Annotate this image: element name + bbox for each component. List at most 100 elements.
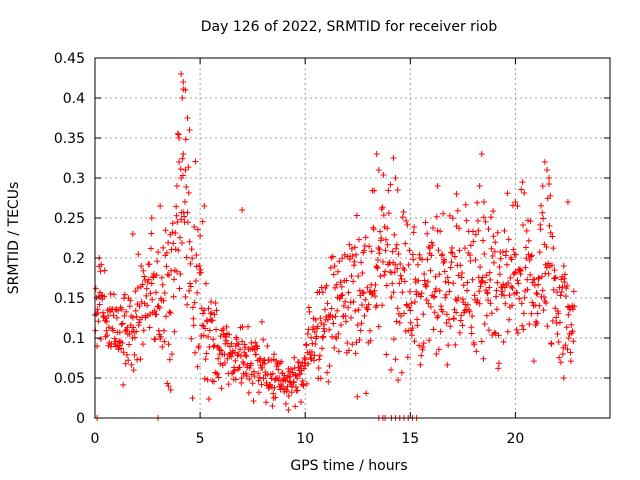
data-point xyxy=(508,256,515,263)
data-point xyxy=(243,372,250,379)
data-point xyxy=(316,356,323,363)
data-point xyxy=(147,311,154,318)
data-point xyxy=(548,262,555,269)
data-point xyxy=(232,357,239,364)
data-point xyxy=(94,310,101,317)
data-point xyxy=(538,273,545,280)
data-point xyxy=(292,372,299,379)
data-point xyxy=(380,171,387,178)
data-point xyxy=(358,320,365,327)
data-point xyxy=(430,225,437,232)
data-point xyxy=(161,290,168,297)
data-point xyxy=(258,381,265,388)
data-point xyxy=(203,350,210,357)
data-point xyxy=(337,321,344,328)
data-point xyxy=(490,208,497,215)
data-point xyxy=(162,227,169,234)
data-point xyxy=(544,323,551,330)
data-point xyxy=(373,151,380,157)
data-point xyxy=(342,312,349,319)
data-point xyxy=(352,307,359,314)
data-point xyxy=(539,209,546,216)
data-point xyxy=(268,357,275,364)
data-point xyxy=(504,328,511,335)
data-point xyxy=(507,274,514,281)
data-point xyxy=(382,247,389,254)
data-point xyxy=(374,265,381,272)
data-point xyxy=(205,396,212,403)
data-point xyxy=(470,238,477,245)
data-point xyxy=(558,288,565,295)
data-point xyxy=(193,252,200,259)
data-point xyxy=(148,280,155,287)
data-point xyxy=(519,222,526,229)
data-point xyxy=(174,130,181,137)
data-point xyxy=(331,344,338,351)
data-point xyxy=(349,253,356,260)
data-point xyxy=(189,255,196,262)
data-point xyxy=(184,301,191,308)
data-point xyxy=(491,248,498,255)
data-point xyxy=(379,204,386,211)
data-point xyxy=(195,343,202,350)
data-point xyxy=(552,274,559,281)
data-point xyxy=(345,347,352,354)
data-point xyxy=(188,246,195,253)
data-point xyxy=(403,217,410,224)
data-point xyxy=(408,300,415,307)
data-point xyxy=(194,289,201,296)
data-point xyxy=(110,291,117,298)
data-point xyxy=(389,248,396,255)
data-point xyxy=(199,218,206,225)
data-point xyxy=(195,226,201,233)
data-point xyxy=(172,229,179,236)
data-point xyxy=(147,290,154,297)
data-point xyxy=(178,216,185,223)
data-point xyxy=(478,151,485,157)
data-point xyxy=(404,221,411,228)
data-point xyxy=(537,226,544,233)
data-point xyxy=(308,356,315,363)
data-point xyxy=(467,258,474,265)
data-point xyxy=(550,286,557,293)
x-tick-label: 10 xyxy=(296,431,314,447)
data-point xyxy=(541,159,548,165)
data-point xyxy=(490,259,497,266)
data-point xyxy=(209,317,216,324)
data-point xyxy=(368,248,375,255)
data-point xyxy=(180,79,187,85)
data-point xyxy=(418,352,425,359)
data-point xyxy=(176,135,183,141)
data-point xyxy=(269,402,276,409)
data-point xyxy=(353,212,360,219)
data-point xyxy=(410,256,417,263)
data-point xyxy=(128,361,135,368)
data-point xyxy=(522,288,529,295)
data-point xyxy=(234,352,241,359)
data-point xyxy=(518,300,525,307)
data-point xyxy=(521,189,528,196)
x-tick-label: 0 xyxy=(91,431,100,447)
data-point xyxy=(387,181,394,188)
data-point xyxy=(559,283,566,290)
data-point xyxy=(530,358,537,365)
data-point xyxy=(132,307,139,314)
data-point xyxy=(196,262,203,269)
data-point xyxy=(107,290,114,297)
data-point xyxy=(480,214,487,221)
data-point xyxy=(540,307,547,314)
data-point xyxy=(534,310,541,317)
data-point xyxy=(522,264,529,271)
data-point xyxy=(419,344,426,351)
data-point xyxy=(528,252,535,259)
data-point xyxy=(505,279,512,286)
data-point xyxy=(245,389,252,396)
data-point xyxy=(294,375,301,382)
data-point xyxy=(390,336,397,343)
data-point xyxy=(464,279,471,286)
data-point xyxy=(173,268,180,275)
data-point xyxy=(361,312,368,319)
data-point xyxy=(178,175,185,181)
data-point xyxy=(393,245,400,252)
data-point xyxy=(557,359,564,366)
